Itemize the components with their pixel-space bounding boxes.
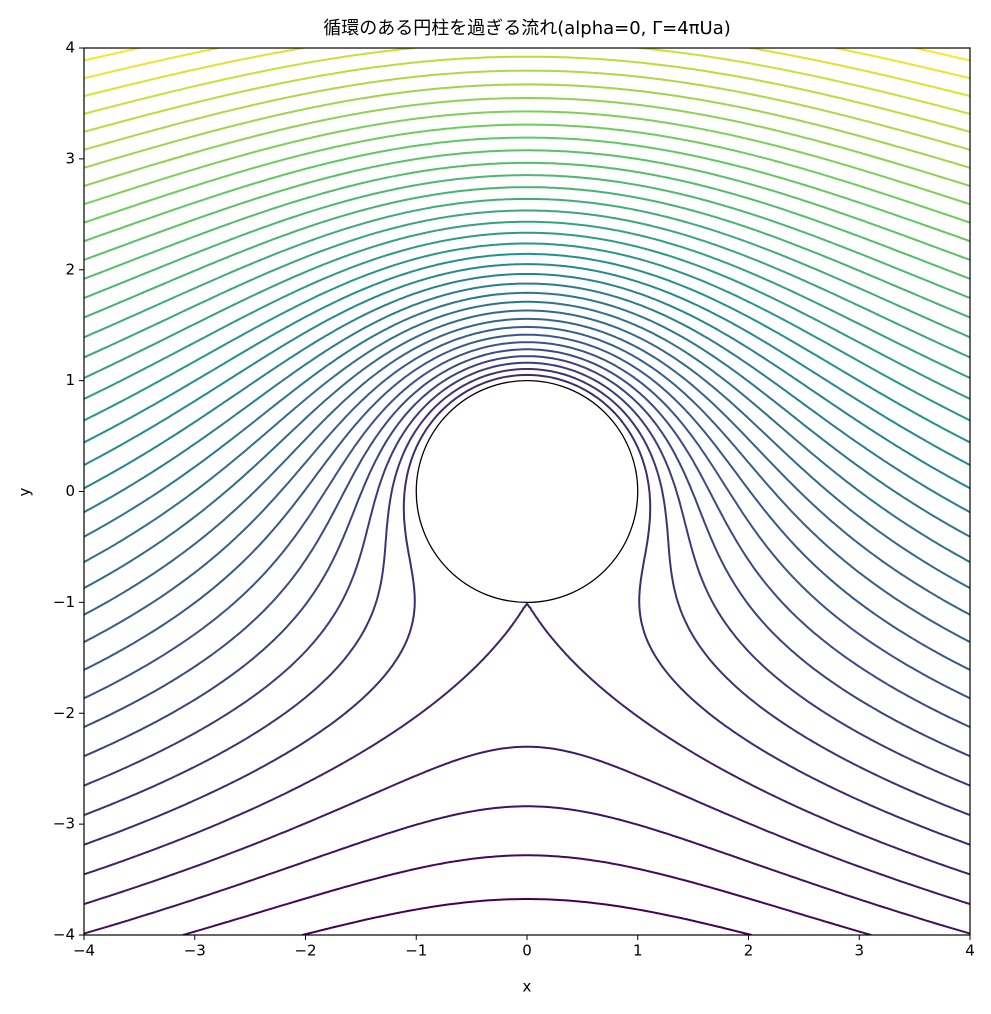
contour-line — [84, 361, 970, 787]
contour-line — [84, 209, 970, 359]
x-tick-label: 1 — [633, 942, 643, 960]
contour-line — [84, 110, 970, 206]
contour-line — [84, 309, 970, 590]
contour-line — [84, 55, 970, 133]
x-tick-label: −3 — [184, 942, 206, 960]
contour-line — [301, 898, 753, 935]
contour-line — [84, 603, 970, 876]
x-tick-label: −2 — [294, 942, 316, 960]
contour-line — [84, 341, 970, 700]
contour-line — [84, 373, 970, 846]
y-axis-label: y — [16, 487, 34, 496]
contour-line — [84, 368, 970, 817]
contour-line — [84, 186, 970, 319]
contour-line — [84, 174, 970, 299]
y-tick-label: −1 — [53, 593, 75, 611]
y-tick-label: 4 — [65, 39, 75, 57]
contour-line — [84, 197, 970, 339]
y-tick-label: 3 — [65, 149, 75, 167]
contour-line — [84, 48, 970, 62]
contour-line — [84, 291, 970, 538]
y-tick-label: −2 — [53, 704, 75, 722]
contour-line — [84, 805, 970, 935]
contour-line — [84, 69, 970, 151]
x-tick-label: 3 — [854, 942, 864, 960]
contour-line — [84, 745, 970, 905]
contour-line — [84, 83, 970, 169]
chart-title: 循環のある円柱を過ぎる流れ(alpha=0, Γ=4πUa) — [323, 18, 731, 39]
contour-line — [84, 333, 970, 671]
contour-line — [84, 348, 970, 729]
x-tick-label: −1 — [405, 942, 427, 960]
x-tick-label: 0 — [522, 942, 532, 960]
y-tick-label: 1 — [65, 371, 75, 389]
y-tick-label: −3 — [53, 815, 75, 833]
contour-line — [84, 161, 970, 280]
contour-line — [84, 231, 970, 400]
contour-line — [84, 48, 970, 80]
y-tick-label: 2 — [65, 260, 75, 278]
plot-frame — [83, 47, 971, 936]
x-tick-label: −4 — [73, 942, 95, 960]
contour-line — [84, 97, 970, 187]
y-tick-label: −4 — [53, 926, 75, 944]
contour-line — [84, 48, 970, 98]
contour-line — [84, 136, 970, 243]
contour-line — [84, 263, 970, 466]
contour-line — [84, 282, 970, 514]
contour-line — [84, 123, 970, 224]
y-tick-label: 0 — [65, 482, 75, 500]
x-tick-label: 2 — [744, 942, 754, 960]
contour-line — [84, 300, 970, 564]
x-tick-label: 4 — [965, 942, 975, 960]
contour-line — [84, 220, 970, 379]
contour-line — [84, 252, 970, 444]
contour-line — [84, 355, 970, 758]
contour-line — [84, 48, 970, 115]
cylinder — [415, 379, 639, 604]
x-axis-label: x — [523, 978, 532, 996]
